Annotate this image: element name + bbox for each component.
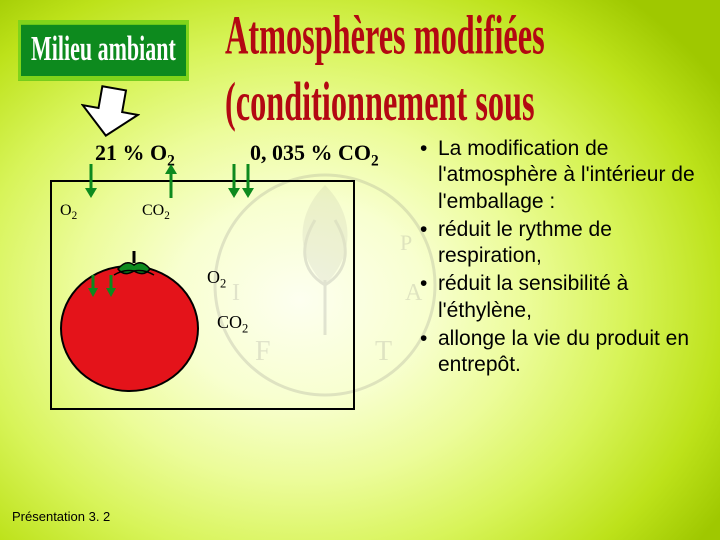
svg-text:P: P — [400, 230, 412, 255]
tomato-in-arrow1-icon — [87, 275, 99, 297]
down-arrow-icon — [76, 81, 144, 143]
ambient-co2-label: 0, 035 % CO2 — [250, 140, 379, 170]
ambient-co2-arrows-icon — [227, 164, 255, 198]
inner-co2-label: CO2 — [217, 312, 248, 337]
co2-up-arrow-icon — [164, 164, 178, 198]
tomato-stem-icon — [112, 249, 157, 284]
bullet-4: allonge la vie du produit en entrepôt. — [420, 326, 710, 379]
bullet-3: réduit la sensibilité à l'éthylène, — [420, 271, 710, 324]
title-line1: Atmosphères modifiées — [225, 4, 545, 70]
o2-down-arrow-icon — [84, 164, 98, 198]
slide-title: Atmosphères modifiées (conditionnement s… — [225, 4, 545, 136]
badge-text: Milieu ambiant — [18, 20, 189, 81]
bullet-list: La modification de l'atmosphère à l'inté… — [420, 136, 710, 380]
slide-footer: Présentation 3. 2 — [12, 509, 110, 524]
bullet-1: La modification de l'atmosphère à l'inté… — [420, 136, 710, 215]
tomato-in-arrow2-icon — [105, 275, 117, 297]
svg-text:T: T — [375, 336, 392, 367]
tomato-icon — [57, 247, 202, 392]
bullet-2: réduit le rythme de respiration, — [420, 217, 710, 270]
ambient-o2-label: 21 % O2 — [95, 140, 175, 170]
box-co2-label: CO2 — [142, 202, 170, 222]
box-o2-label: O2 — [60, 202, 77, 222]
milieu-ambiant-badge: Milieu ambiant — [18, 20, 189, 58]
packaging-diagram: O2 CO2 O2 CO2 — [50, 180, 355, 410]
inner-o2-label: O2 — [207, 267, 226, 292]
title-line2: (conditionnement sous — [225, 70, 545, 136]
